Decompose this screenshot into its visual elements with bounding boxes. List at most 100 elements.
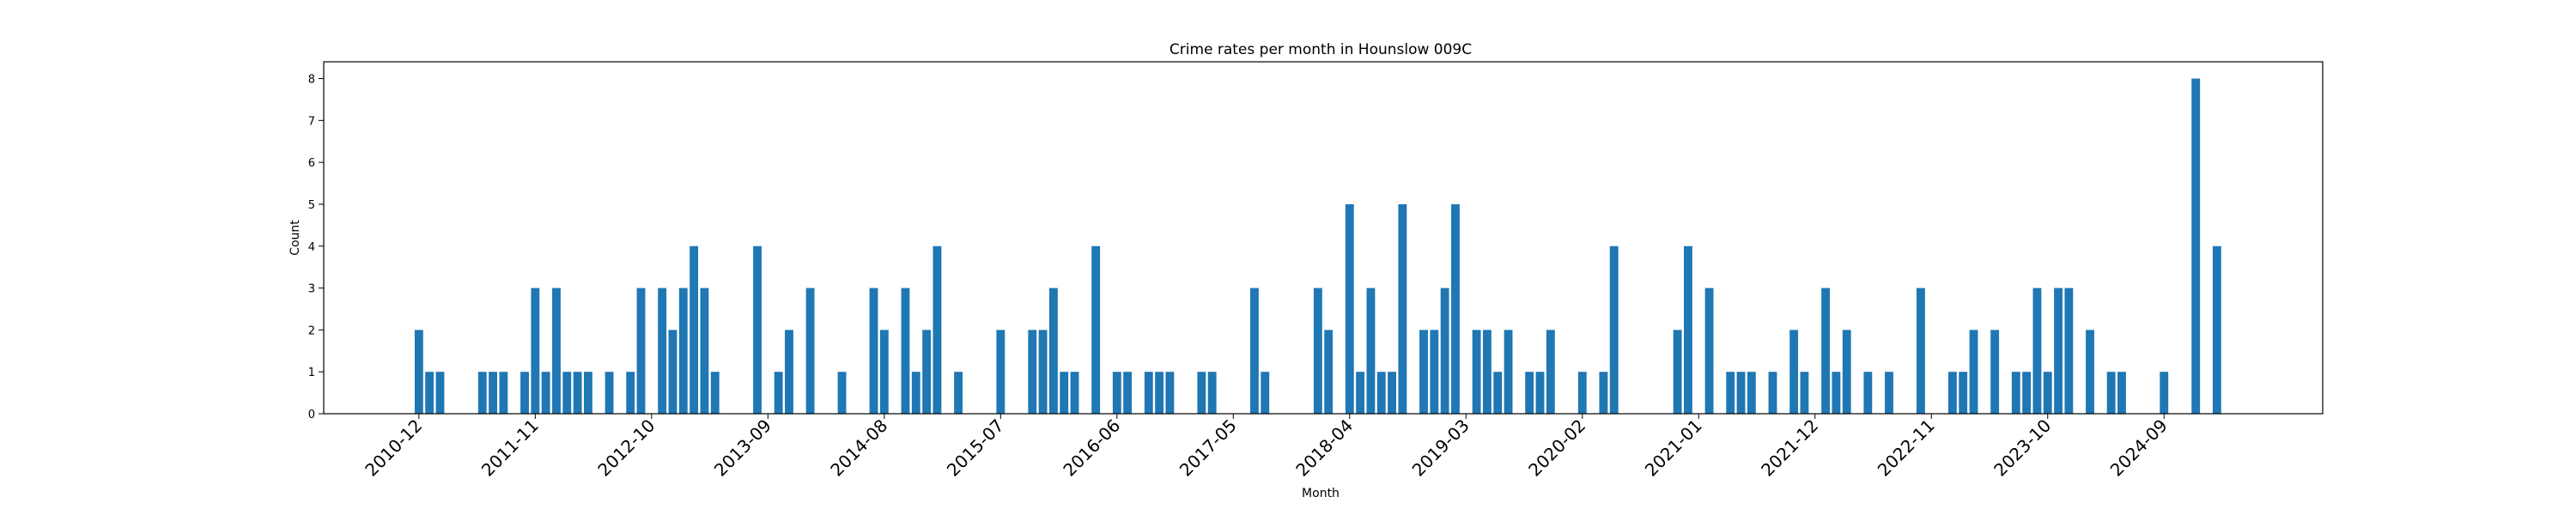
bar-54 xyxy=(1366,288,1376,414)
bar-57 xyxy=(1398,203,1407,414)
x-tick-label-1: 2011-11 xyxy=(477,415,543,481)
bar-79 xyxy=(1789,330,1799,414)
bar-15 xyxy=(636,288,646,414)
bar-24 xyxy=(785,330,793,414)
bar-90 xyxy=(1990,330,2000,414)
x-tick-label-6: 2016-06 xyxy=(1059,415,1124,481)
plot-frame xyxy=(323,61,2324,415)
x-tick-label-8: 2018-04 xyxy=(1291,415,1357,481)
bar-17 xyxy=(668,330,677,414)
bar-93 xyxy=(2032,288,2042,414)
bar-33 xyxy=(954,372,963,414)
bar-42 xyxy=(1123,372,1133,414)
bar-55 xyxy=(1376,372,1386,414)
bar-11 xyxy=(573,372,582,414)
bar-91 xyxy=(2011,372,2020,414)
bar-78 xyxy=(1768,372,1777,414)
bar-12 xyxy=(584,372,592,414)
bar-64 xyxy=(1493,372,1503,414)
bar-28 xyxy=(879,330,889,414)
bar-53 xyxy=(1356,372,1365,414)
bar-31 xyxy=(922,330,932,414)
bar-26 xyxy=(837,372,847,414)
x-tick-label-5: 2015-07 xyxy=(943,415,1008,481)
bar-69 xyxy=(1577,372,1587,414)
bar-1 xyxy=(425,372,434,414)
bar-86 xyxy=(1917,288,1925,414)
bar-87 xyxy=(1947,372,1957,414)
x-tick-label-11: 2021-01 xyxy=(1641,415,1706,481)
bar-38 xyxy=(1060,372,1069,414)
bar-98 xyxy=(2106,372,2116,414)
bar-43 xyxy=(1144,372,1153,414)
bar-20 xyxy=(700,288,709,414)
y-tick-label-3: 3 xyxy=(308,283,315,296)
x-tick-label-0: 2010-12 xyxy=(361,415,426,481)
bar-2 xyxy=(435,372,445,414)
bar-52 xyxy=(1345,203,1354,414)
y-tick-label-8: 8 xyxy=(308,74,315,87)
bar-99 xyxy=(2117,372,2126,414)
x-tick-label-7: 2017-05 xyxy=(1176,415,1241,481)
bar-100 xyxy=(2160,372,2169,414)
bar-101 xyxy=(2191,78,2201,415)
bar-6 xyxy=(520,372,529,414)
bar-46 xyxy=(1197,372,1206,414)
bar-30 xyxy=(911,372,920,414)
bar-95 xyxy=(2054,288,2063,414)
bar-51 xyxy=(1324,330,1334,414)
bar-68 xyxy=(1546,330,1555,414)
x-axis-label: Month xyxy=(1302,487,1340,500)
x-tick-label-12: 2021-12 xyxy=(1757,415,1822,481)
x-tick-label-10: 2020-02 xyxy=(1524,415,1589,481)
bar-59 xyxy=(1430,330,1439,414)
bar-82 xyxy=(1832,372,1841,414)
bar-0 xyxy=(414,330,423,414)
bar-16 xyxy=(658,288,667,414)
bar-34 xyxy=(996,330,1005,414)
bar-3 xyxy=(477,372,487,414)
bar-21 xyxy=(710,372,720,414)
bar-39 xyxy=(1070,372,1079,414)
bar-63 xyxy=(1482,330,1492,414)
bar-10 xyxy=(562,372,572,414)
bar-8 xyxy=(541,372,550,414)
bar-80 xyxy=(1800,372,1809,414)
bar-56 xyxy=(1388,372,1396,414)
bar-77 xyxy=(1747,372,1756,414)
bar-71 xyxy=(1609,245,1619,414)
bar-67 xyxy=(1535,372,1545,414)
bar-29 xyxy=(901,288,910,414)
bar-81 xyxy=(1821,288,1831,414)
bar-94 xyxy=(2043,372,2052,414)
bar-73 xyxy=(1684,245,1692,414)
bar-47 xyxy=(1207,372,1217,414)
y-tick-label-7: 7 xyxy=(308,115,315,128)
y-axis-label: Count xyxy=(289,220,302,256)
x-tick-label-3: 2013-09 xyxy=(710,415,775,481)
x-tick-label-13: 2022-11 xyxy=(1874,415,1939,481)
bar-70 xyxy=(1599,372,1608,414)
bar-102 xyxy=(2212,245,2221,414)
bar-65 xyxy=(1504,330,1513,414)
bar-45 xyxy=(1165,372,1175,414)
bar-92 xyxy=(2022,372,2032,414)
bar-4 xyxy=(489,372,498,414)
bar-62 xyxy=(1472,330,1481,414)
x-tick-label-14: 2023-10 xyxy=(1990,415,2055,481)
bar-37 xyxy=(1048,288,1058,414)
bar-89 xyxy=(1969,330,1978,414)
bar-25 xyxy=(805,288,815,414)
bar-61 xyxy=(1451,203,1460,414)
bar-50 xyxy=(1313,288,1322,414)
x-tick-label-2: 2012-10 xyxy=(593,415,659,481)
bar-41 xyxy=(1112,372,1121,414)
bar-58 xyxy=(1419,330,1428,414)
x-tick-label-15: 2024-09 xyxy=(2106,415,2172,481)
bar-49 xyxy=(1261,372,1270,414)
bar-74 xyxy=(1704,288,1714,414)
y-tick-label-1: 1 xyxy=(308,367,315,379)
y-tick-label-0: 0 xyxy=(308,409,315,421)
bar-18 xyxy=(678,288,688,414)
